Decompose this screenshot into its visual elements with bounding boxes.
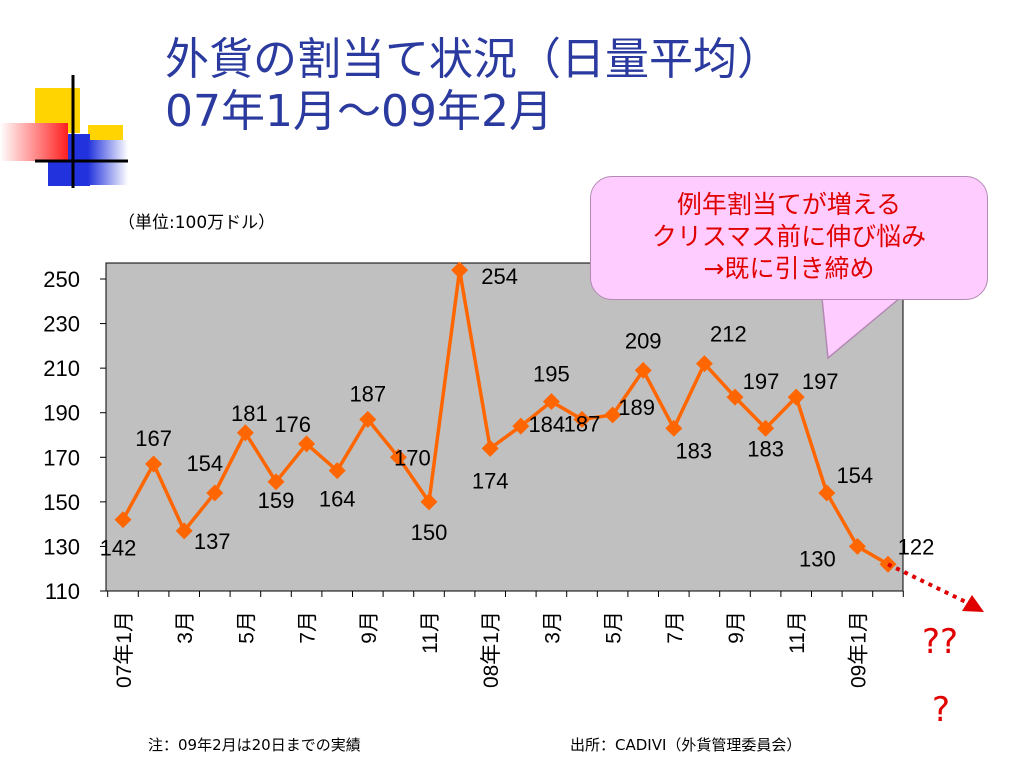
x-tick-label: 08年1月: [480, 611, 503, 688]
data-point: [512, 417, 530, 435]
data-point: [787, 388, 805, 406]
data-point: [818, 484, 836, 502]
data-point: [145, 455, 163, 473]
data-label: 197: [802, 369, 839, 394]
title-line-1: 外貨の割当て状況（日量平均）: [165, 34, 781, 85]
data-label: 167: [135, 426, 172, 451]
data-point: [634, 361, 652, 379]
data-label: 209: [625, 328, 662, 353]
data-point: [726, 388, 744, 406]
data-label: 183: [675, 438, 712, 463]
question-mark-1: ??: [922, 622, 959, 662]
data-point: [451, 261, 469, 279]
page-title: 外貨の割当て状況（日量平均） 07年1月～09年2月: [165, 34, 781, 138]
footnote: 注：09年2月は20日までの実績: [148, 736, 361, 754]
y-tick-label: 130: [43, 534, 80, 559]
x-tick-label: 5月: [603, 611, 626, 644]
x-tick-label: 9月: [725, 611, 748, 644]
callout-line-1: 例年割当てが増える: [676, 190, 902, 219]
series-line: [121, 268, 889, 566]
callout-box: 例年割当てが増える クリスマス前に伸び悩み →既に引き締め: [590, 176, 988, 300]
data-label: 181: [231, 401, 268, 426]
data-point: [298, 435, 316, 453]
data-label: 154: [836, 463, 873, 488]
data-point: [481, 439, 499, 457]
y-tick-label: 110: [45, 579, 80, 604]
data-label: 142: [100, 536, 137, 561]
data-point: [389, 448, 407, 466]
data-label: 137: [194, 529, 231, 554]
x-tick-label: 7月: [297, 611, 320, 644]
data-label: 187: [349, 381, 386, 406]
x-tick-label: 11月: [419, 611, 442, 654]
data-point: [757, 419, 775, 437]
data-point: [236, 424, 254, 442]
data-label: 176: [274, 412, 311, 437]
data-point: [267, 473, 285, 491]
x-tick-label: 7月: [664, 611, 687, 644]
data-label: 189: [618, 395, 655, 420]
data-label: 170: [394, 445, 431, 470]
trend-arrow-line: [887, 562, 969, 605]
trend-arrow-head: [962, 595, 984, 612]
data-point: [665, 419, 683, 437]
question-mark-2: ?: [932, 690, 951, 730]
callout-line-2: クリスマス前に伸び悩み: [651, 222, 927, 251]
x-tick-label: 3月: [174, 611, 197, 644]
data-point: [114, 511, 132, 529]
data-label: 174: [472, 468, 509, 493]
data-point: [328, 462, 346, 480]
x-tick-label: 11月: [786, 611, 809, 654]
data-point: [420, 493, 438, 511]
x-tick-label: 9月: [358, 611, 381, 644]
data-point: [175, 522, 193, 540]
data-label: 130: [799, 546, 836, 571]
x-tick-label: 3月: [541, 611, 564, 644]
data-point: [542, 393, 560, 411]
data-label: 254: [481, 264, 518, 289]
data-label: 183: [747, 436, 784, 461]
data-point: [695, 355, 713, 373]
data-label: 187: [564, 411, 601, 436]
data-point: [848, 537, 866, 555]
x-tick-label: 5月: [235, 611, 258, 644]
data-point: [604, 406, 622, 424]
y-tick-label: 250: [43, 267, 80, 292]
data-label: 154: [186, 451, 223, 476]
x-tick-label: 07年1月: [113, 611, 136, 688]
y-tick-label: 150: [43, 490, 80, 515]
data-label: 164: [319, 487, 356, 512]
data-label: 122: [898, 534, 935, 559]
data-label: 184: [528, 412, 565, 437]
data-label: 212: [710, 322, 747, 347]
unit-label: （単位:100万ドル）: [118, 213, 276, 233]
x-tick-label: 09年1月: [847, 611, 870, 688]
title-line-2: 07年1月～09年2月: [165, 86, 553, 137]
y-tick-label: 190: [43, 401, 80, 426]
data-point: [359, 410, 377, 428]
data-point: [573, 410, 591, 428]
data-label: 150: [411, 520, 448, 545]
deco-red-fade: [0, 123, 68, 161]
data-label: 159: [258, 488, 295, 513]
source-note: 出所：CADIVI（外貨管理委員会）: [570, 736, 802, 754]
y-tick-label: 210: [43, 356, 80, 381]
callout-line-3: →既に引き締め: [703, 254, 875, 283]
y-tick-label: 170: [43, 445, 80, 470]
data-label: 195: [533, 362, 570, 387]
y-tick-label: 230: [43, 312, 80, 337]
data-point: [206, 484, 224, 502]
data-label: 197: [743, 369, 780, 394]
